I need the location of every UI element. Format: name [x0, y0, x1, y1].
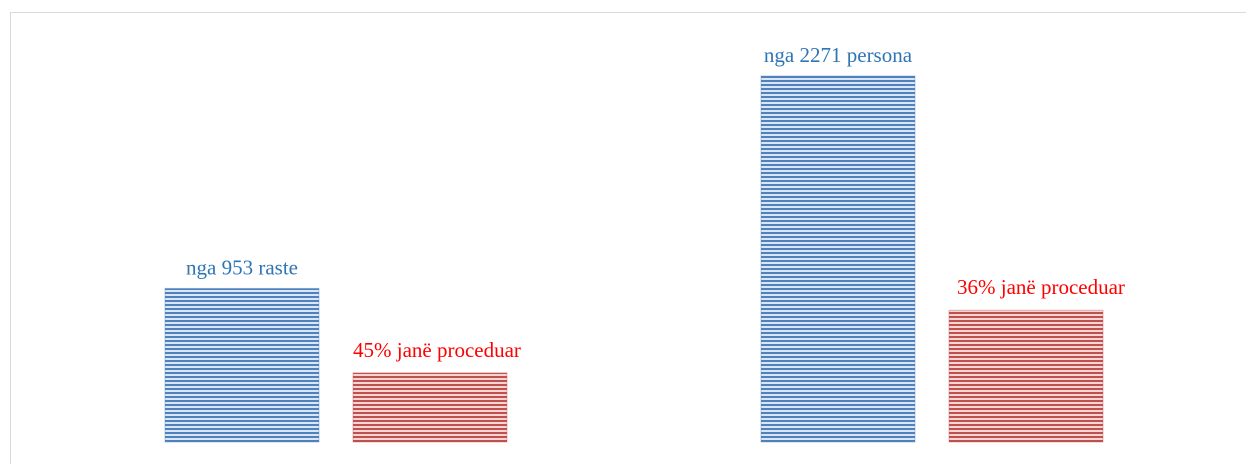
bar	[949, 310, 1103, 442]
data-label: nga 953 raste	[186, 255, 298, 279]
data-label: 45% janë proceduar	[353, 338, 521, 362]
data-label: 36% janë proceduar	[957, 275, 1125, 299]
bar	[353, 373, 507, 442]
bar	[165, 288, 319, 442]
bar	[761, 76, 915, 442]
data-label: nga 2271 persona	[764, 43, 913, 67]
